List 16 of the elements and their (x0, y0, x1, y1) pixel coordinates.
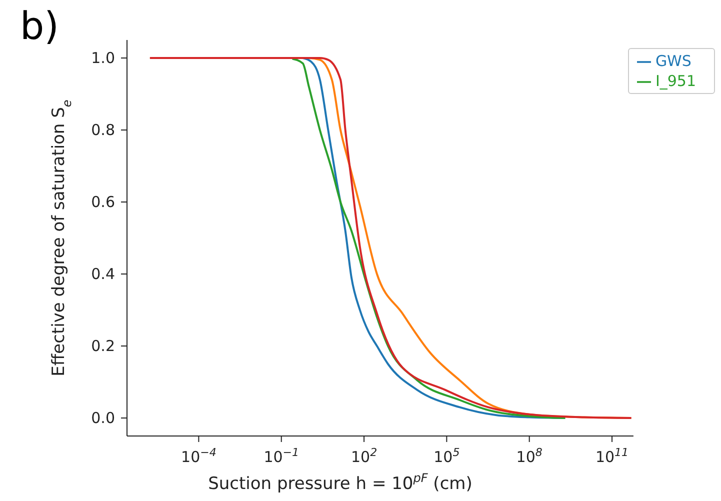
y-tick-label: 0.6 (91, 193, 115, 211)
y-tick-label: 0.8 (91, 121, 115, 139)
y-tick-label: 0.2 (91, 337, 115, 355)
x-axis-title: Suction pressure h = 10$^{pF}$ (cm) (208, 471, 472, 494)
y-tick-label: 1.0 (91, 49, 115, 67)
legend-label: I_951 (655, 72, 696, 90)
y-tick-label: 0.0 (91, 409, 115, 427)
chart-title: b) (20, 4, 59, 48)
x-tick-label: 10$^{5}$ (434, 446, 460, 466)
x-tick-label: 10$^{2}$ (350, 446, 378, 466)
x-tick-label: 10$^{−4}$ (181, 446, 216, 466)
x-tick-label: 10$^{11}$ (595, 446, 629, 466)
x-tick-label: 10$^{−1}$ (264, 446, 300, 466)
y-tick-label: 0.4 (91, 265, 115, 283)
legend-label: GWS (655, 52, 692, 70)
x-tick-label: 10$^{8}$ (516, 446, 542, 466)
